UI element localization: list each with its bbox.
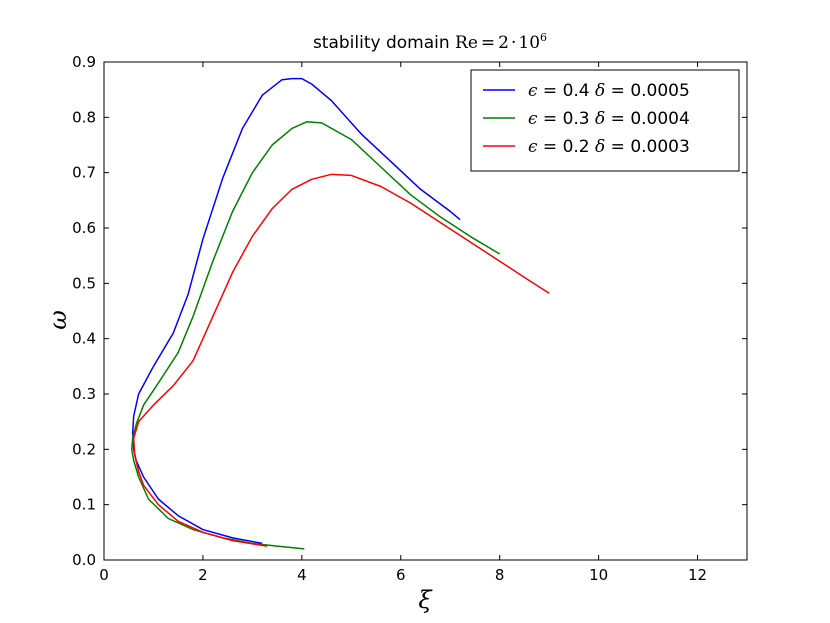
y-tick-label: 0.6 [72, 219, 96, 237]
series-line-1 [131, 77, 461, 545]
legend: ϵ = 0.4 δ = 0.0005 ϵ = 0.3 δ = 0.0004 ϵ = … [470, 69, 740, 172]
x-tick-label: 10 [589, 566, 608, 584]
y-tick-label: 0.1 [72, 496, 96, 514]
title-equals: = [481, 33, 495, 53]
legend-label: ϵ = 0.2 δ = 0.0003 [528, 137, 690, 157]
y-axis-label: ω [44, 310, 72, 330]
x-ticks: 0 2 4 6 8 10 12 [99, 62, 707, 584]
y-tick-label: 0.7 [72, 164, 96, 182]
y-tick-label: 0.3 [72, 385, 96, 403]
y-tick-label: 0.4 [72, 330, 96, 348]
title-base: 10 [518, 33, 540, 53]
title-times: · [511, 33, 516, 53]
y-tick-label: 0.5 [72, 274, 96, 292]
legend-entry: ϵ = 0.4 δ = 0.0005 [483, 81, 690, 101]
x-tick-label: 6 [396, 566, 406, 584]
legend-box [470, 69, 740, 172]
x-tick-label: 4 [297, 566, 307, 584]
x-tick-label: 0 [99, 566, 109, 584]
y-tick-label: 0.8 [72, 108, 96, 126]
series-line-3 [132, 173, 550, 547]
title-re: Re [455, 33, 478, 53]
x-tick-label: 2 [198, 566, 208, 584]
x-tick-label: 8 [495, 566, 505, 584]
series-line-2 [130, 121, 501, 550]
title-mantissa: 2 [498, 33, 509, 53]
title-exponent: 6 [540, 31, 547, 44]
legend-label: ϵ = 0.4 δ = 0.0005 [528, 81, 690, 101]
y-ticks: 0.0 0.1 0.2 0.3 0.4 0.5 0.6 0.7 0.8 0.9 [72, 53, 747, 569]
y-tick-label: 0.2 [72, 440, 96, 458]
legend-entry: ϵ = 0.3 δ = 0.0004 [483, 109, 690, 129]
x-axis-label: ξ [418, 586, 433, 614]
chart-title: stability domain Re = 2 · 106 [313, 31, 547, 53]
curves-layer [130, 77, 550, 550]
y-tick-label: 0.9 [72, 53, 96, 71]
x-tick-label: 12 [688, 566, 707, 584]
legend-entry: ϵ = 0.2 δ = 0.0003 [483, 137, 690, 157]
y-tick-label: 0.0 [72, 551, 96, 569]
legend-label: ϵ = 0.3 δ = 0.0004 [528, 109, 690, 129]
plot-frame [103, 61, 748, 561]
title-prefix: stability domain [313, 33, 455, 53]
